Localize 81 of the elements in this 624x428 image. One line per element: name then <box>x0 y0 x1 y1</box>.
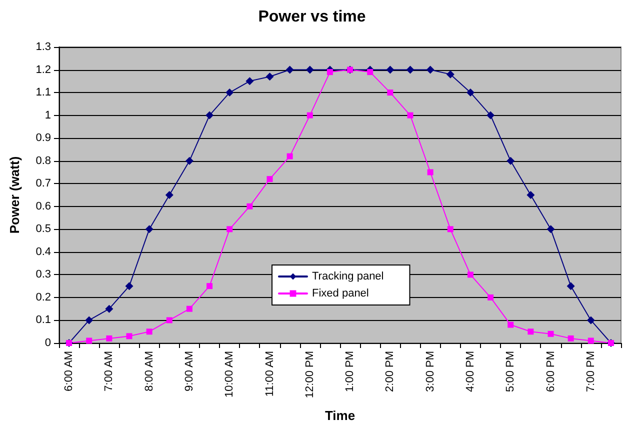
point <box>85 316 94 324</box>
point <box>588 338 594 344</box>
x-tick-label: 3:00 PM <box>424 351 436 392</box>
point <box>467 272 474 278</box>
point <box>486 111 495 120</box>
y-tick-label: 1.2 <box>36 64 51 76</box>
x-tick-label: 7:00 PM <box>584 351 597 392</box>
point <box>246 203 253 210</box>
point <box>586 316 595 324</box>
point <box>125 282 134 290</box>
y-axis-title: Power (watt) <box>7 156 22 234</box>
point <box>286 66 294 74</box>
point <box>386 66 394 74</box>
y-tick-label: 0 <box>44 337 51 349</box>
y-tick-label: 0.2 <box>36 291 51 304</box>
point <box>145 225 154 234</box>
point <box>266 176 273 182</box>
y-tick-label: 0.9 <box>36 132 51 144</box>
point <box>226 88 234 97</box>
x-tick-label: 4:00 PM <box>464 351 476 392</box>
point <box>306 66 314 74</box>
y-tick-label: 1.3 <box>36 41 51 53</box>
point <box>546 225 555 234</box>
point <box>568 335 574 342</box>
point <box>488 294 494 300</box>
point <box>367 69 374 76</box>
point <box>146 328 152 335</box>
x-axis-title: Time <box>324 408 356 423</box>
x-tick-label: 1:00 PM <box>344 351 356 392</box>
point <box>206 283 213 290</box>
point <box>105 304 114 313</box>
y-tick-label: 0.3 <box>36 268 51 281</box>
y-tick-label: 0.1 <box>36 314 51 326</box>
point <box>407 112 414 118</box>
x-tick-label: 5:00 PM <box>504 351 517 392</box>
point <box>528 328 534 335</box>
y-tick-label: 0.5 <box>36 223 51 236</box>
point <box>86 338 92 344</box>
point <box>126 333 132 340</box>
legend-label: Fixed panel <box>312 288 369 300</box>
point <box>447 226 454 232</box>
point <box>186 306 192 312</box>
y-tick-label: 1.1 <box>36 86 51 99</box>
point <box>286 153 293 160</box>
legend-label: Tracking panel <box>312 270 384 282</box>
y-tick-label: 1 <box>44 109 51 122</box>
point <box>246 77 254 86</box>
x-tick-label: 8:00 AM <box>143 351 156 392</box>
point <box>427 169 434 176</box>
x-tick-label: 10:00 AM <box>224 351 236 398</box>
x-tick-label: 2:00 PM <box>384 351 396 392</box>
point <box>106 335 112 342</box>
point <box>548 330 554 337</box>
chart-title: Power vs time <box>258 8 366 26</box>
point <box>526 191 535 199</box>
point <box>566 282 575 290</box>
point <box>166 317 172 324</box>
y-tick-label: 0.4 <box>36 246 51 258</box>
point <box>206 111 214 120</box>
point <box>426 66 434 74</box>
point <box>466 88 474 97</box>
y-tick-label: 0.7 <box>36 178 51 190</box>
point <box>506 156 515 165</box>
x-tick-label: 9:00 AM <box>183 351 196 392</box>
x-tick-label: 12:00 PM <box>304 351 316 398</box>
y-tick-label: 0.6 <box>36 200 51 212</box>
point <box>326 69 333 76</box>
point <box>508 322 514 328</box>
point <box>226 226 233 232</box>
x-tick-label: 11:00 AM <box>264 351 276 397</box>
x-tick-label: 6:00 PM <box>544 351 557 392</box>
point <box>165 191 174 199</box>
x-tick-label: 6:00 AM <box>63 351 76 392</box>
point <box>406 66 414 74</box>
y-tick-label: 0.8 <box>36 154 51 167</box>
point <box>446 70 454 78</box>
point <box>185 156 194 165</box>
point <box>266 72 274 81</box>
x-tick-label: 7:00 AM <box>103 351 116 392</box>
point <box>387 90 394 96</box>
point <box>306 112 313 118</box>
